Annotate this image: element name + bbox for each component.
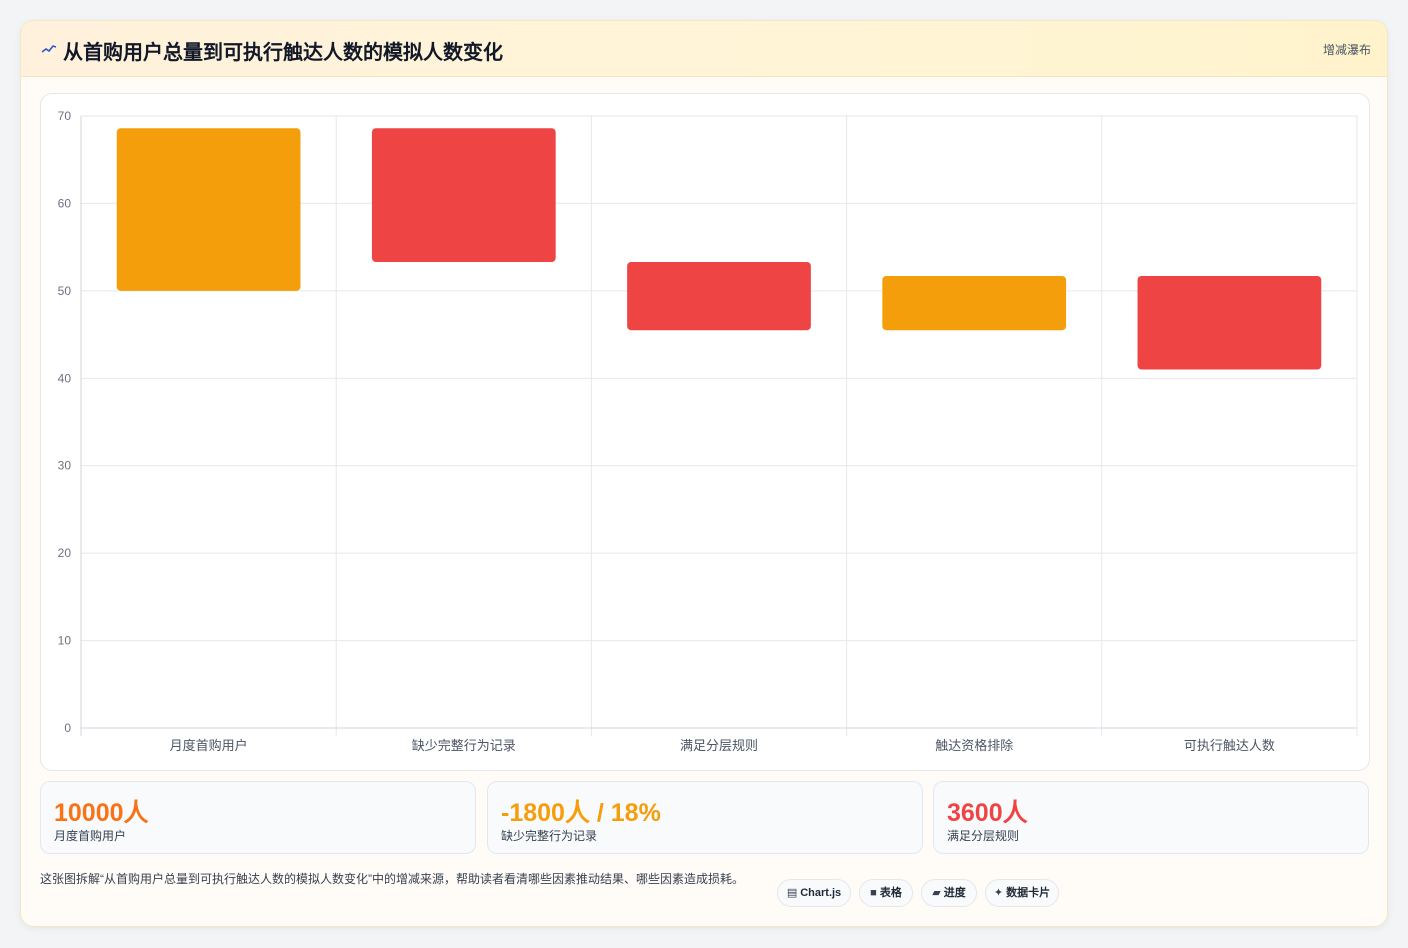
y-tick-label: 60 [58,196,72,210]
chart-area: 0 10 20 30 40 50 60 70 月度首购用户 缺少完整行为记录 满足分层规则 触达资格排… [40,93,1370,771]
x-tick-label: 触达资格排除 [935,738,1013,753]
stat-card: -1800人 / 18% 缺少完整行为记录 [487,781,923,854]
tag-label: 进度 [943,887,966,899]
tag-label: 表格 [879,887,902,899]
x-tick-label: 缺少完整行为记录 [412,738,516,753]
stat-card: 10000人 月度首购用户 [40,781,476,854]
waterfall-bar [116,128,301,291]
waterfall-bar [371,128,556,263]
chart-description: 这张图拆解“从首购用户总量到可执行触达人数的模拟人数变化”中的增减来源，帮助读者… [40,872,744,886]
progress-icon: ▰ [932,887,941,899]
tag-chartjs[interactable]: ▤ Chart.js [777,879,851,907]
stat-label: 缺少完整行为记录 [501,829,598,843]
stat-card: 3600人 满足分层规则 [933,781,1369,854]
stat-label: 月度首购用户 [54,829,127,843]
card-header: 从首购用户总量到可执行触达人数的模拟人数变化 增减瀑布 [21,21,1387,77]
y-tick-label: 50 [58,284,72,298]
tag-label: Chart.js [800,887,842,899]
chart-icon: ▤ [786,887,798,899]
x-tick-label: 满足分层规则 [680,738,758,753]
sparkline-icon [41,41,57,57]
stat-value: 10000人 [54,799,149,827]
y-tick-label: 70 [58,109,72,123]
y-tick-label: 20 [58,546,72,560]
waterfall-bar [1137,275,1322,370]
chart-type-label: 增减瀑布 [1322,43,1371,57]
waterfall-bar [882,275,1067,331]
x-tick-label: 月度首购用户 [170,738,248,753]
y-tick-label: 30 [58,459,72,473]
stat-label: 满足分层规则 [947,829,1020,843]
x-tick-label: 可执行触达人数 [1184,738,1275,753]
tag-progress[interactable]: ▰ 进度 [921,879,977,907]
stat-value: 3600人 [947,799,1028,827]
page-title: 从首购用户总量到可执行触达人数的模拟人数变化 [63,42,503,64]
waterfall-chart: 0 10 20 30 40 50 60 70 月度首购用户 缺少完整行为记录 满足分层规则 触达资格排… [58,109,1358,753]
chart-card: 从首购用户总量到可执行触达人数的模拟人数变化 增减瀑布 0 10 20 30 40 50 6… [20,20,1388,927]
waterfall-bar [627,262,811,331]
y-tick-label: 0 [64,721,71,735]
y-tick-label: 40 [58,371,72,385]
sparkle-icon: ✦ [993,887,1004,899]
tag-data-card[interactable]: ✦ 数据卡片 [985,879,1059,907]
table-icon: ■ [870,887,877,899]
tag-table[interactable]: ■ 表格 [859,879,913,907]
stat-cards: 10000人 月度首购用户 -1800人 / 18% 缺少完整行为记录 3600… [40,781,1370,854]
stat-value: -1800人 / 18% [501,799,661,827]
y-tick-label: 10 [58,634,72,648]
tag-label: 数据卡片 [1006,887,1051,899]
